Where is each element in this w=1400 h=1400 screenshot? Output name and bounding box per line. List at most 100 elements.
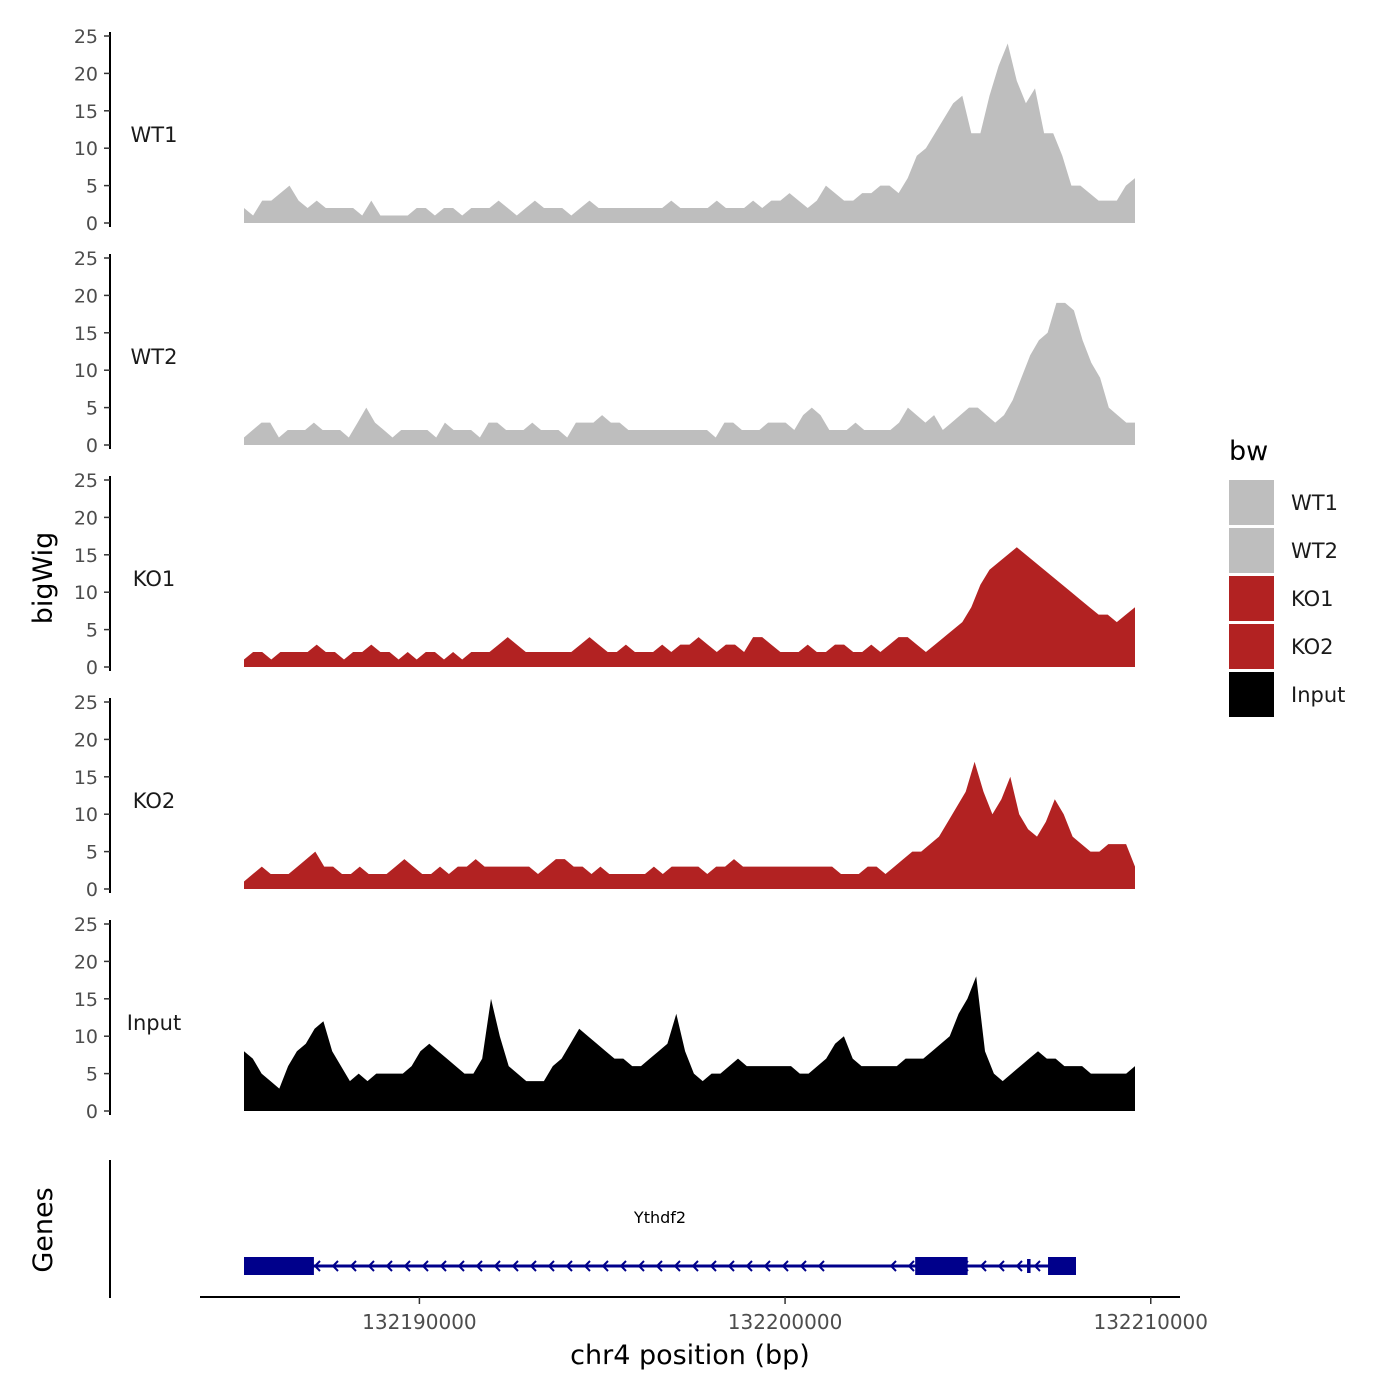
y-tick-label: 5 xyxy=(86,1064,98,1086)
gene-name-label: Ythdf2 xyxy=(633,1208,686,1227)
legend-swatch xyxy=(1229,528,1274,573)
strand-arrow xyxy=(457,1260,465,1272)
strand-arrow xyxy=(493,1260,501,1272)
strand-arrow xyxy=(727,1260,735,1272)
y-tick-label: 0 xyxy=(86,1101,98,1123)
strand-arrow xyxy=(997,1260,1005,1272)
y-tick-label: 10 xyxy=(74,804,98,826)
strand-arrow xyxy=(673,1260,681,1272)
strand-arrow xyxy=(1015,1260,1023,1272)
area-wt1 xyxy=(244,43,1135,223)
legend-label: Input xyxy=(1291,683,1345,707)
y-tick-label: 10 xyxy=(74,582,98,604)
y-tick-label: 5 xyxy=(86,176,98,198)
y-tick-label: 20 xyxy=(74,729,98,751)
gene-track: Ythdf2 xyxy=(109,1160,1076,1298)
strand-arrow xyxy=(511,1260,519,1272)
strand-arrow xyxy=(547,1260,555,1272)
y-tick-label: 25 xyxy=(74,692,98,714)
y-tick-label: 5 xyxy=(86,842,98,864)
strand-arrow xyxy=(691,1260,699,1272)
y-tick-label: 20 xyxy=(74,285,98,307)
x-tick-label: 132200000 xyxy=(728,1310,843,1334)
strand-arrow xyxy=(709,1260,717,1272)
strand-arrow xyxy=(799,1260,807,1272)
strand-arrow xyxy=(907,1260,915,1272)
track-label: KO2 xyxy=(133,789,176,813)
legend: bw WT1 WT2 KO1 KO2 Input xyxy=(1229,436,1345,717)
strand-arrow xyxy=(313,1260,321,1272)
strand-arrow xyxy=(439,1260,447,1272)
strand-arrow xyxy=(979,1260,987,1272)
strand-arrow xyxy=(781,1260,789,1272)
y-tick-label: 0 xyxy=(86,657,98,679)
strand-arrow xyxy=(403,1260,411,1272)
strand-arrow xyxy=(385,1260,393,1272)
track-label: Input xyxy=(127,1011,181,1035)
y-tick-label: 20 xyxy=(74,63,98,85)
y-axis-title: bigWig xyxy=(28,532,59,625)
legend-title: bw xyxy=(1229,436,1268,467)
y-tick-label: 15 xyxy=(74,767,98,789)
strand-arrow xyxy=(331,1260,339,1272)
strand-arrow xyxy=(421,1260,429,1272)
track-input: 0 5 10 15 20 25 Input xyxy=(74,914,1135,1123)
genes-axis-title: Genes xyxy=(28,1187,59,1272)
gene-exon xyxy=(915,1257,968,1275)
area-input xyxy=(244,976,1135,1111)
track-label: KO1 xyxy=(133,567,176,591)
legend-swatch xyxy=(1229,480,1274,525)
y-tick-label: 20 xyxy=(74,951,98,973)
strand-arrow xyxy=(637,1260,645,1272)
strand-arrow xyxy=(475,1260,483,1272)
y-tick-label: 25 xyxy=(74,914,98,936)
y-tick-label: 15 xyxy=(74,989,98,1011)
y-tick-label: 20 xyxy=(74,507,98,529)
area-ko2 xyxy=(244,761,1135,889)
track-label: WT2 xyxy=(131,345,178,369)
track-label: WT1 xyxy=(131,123,178,147)
gene-exon xyxy=(1027,1259,1031,1273)
y-tick-label: 5 xyxy=(86,398,98,420)
y-tick-label: 0 xyxy=(86,435,98,457)
track-wt1: 0 5 10 15 20 25 WT1 xyxy=(74,26,1135,235)
strand-arrow xyxy=(655,1260,663,1272)
y-tick-label: 15 xyxy=(74,545,98,567)
track-wt2: 0 5 10 15 20 25 WT2 xyxy=(74,248,1135,457)
legend-swatch xyxy=(1229,576,1274,621)
area-ko1 xyxy=(244,547,1135,667)
y-tick-label: 25 xyxy=(74,26,98,48)
legend-swatch xyxy=(1229,624,1274,669)
x-tick-label: 132210000 xyxy=(1093,1310,1208,1334)
y-tick-label: 0 xyxy=(86,213,98,235)
y-tick-label: 15 xyxy=(74,323,98,345)
gene-exon xyxy=(244,1257,314,1275)
legend-label: KO1 xyxy=(1291,587,1334,611)
strand-arrow xyxy=(565,1260,573,1272)
y-tick-label: 0 xyxy=(86,879,98,901)
legend-label: WT2 xyxy=(1291,539,1338,563)
strand-arrow xyxy=(763,1260,771,1272)
strand-arrow xyxy=(367,1260,375,1272)
track-ko1: 0 5 10 15 20 25 KO1 xyxy=(74,470,1135,679)
strand-arrow xyxy=(817,1260,825,1272)
strand-arrow xyxy=(349,1260,357,1272)
strand-arrow xyxy=(529,1260,537,1272)
y-tick-label: 15 xyxy=(74,101,98,123)
y-tick-label: 10 xyxy=(74,1026,98,1048)
x-tick-label: 132190000 xyxy=(362,1310,477,1334)
strand-arrow xyxy=(1033,1260,1041,1272)
gene-exon xyxy=(1048,1257,1076,1275)
strand-arrow xyxy=(619,1260,627,1272)
track-ko2: 0 5 10 15 20 25 KO2 xyxy=(74,692,1135,901)
y-tick-label: 25 xyxy=(74,470,98,492)
y-tick-label: 10 xyxy=(74,360,98,382)
strand-arrow xyxy=(583,1260,591,1272)
y-tick-label: 5 xyxy=(86,620,98,642)
strand-arrow xyxy=(601,1260,609,1272)
legend-swatch xyxy=(1229,672,1274,717)
y-tick-label: 25 xyxy=(74,248,98,270)
x-axis-title: chr4 position (bp) xyxy=(570,1340,810,1371)
signal-tracks: 0510152025WT10510152025WT20510152025KO10… xyxy=(74,26,1135,1123)
